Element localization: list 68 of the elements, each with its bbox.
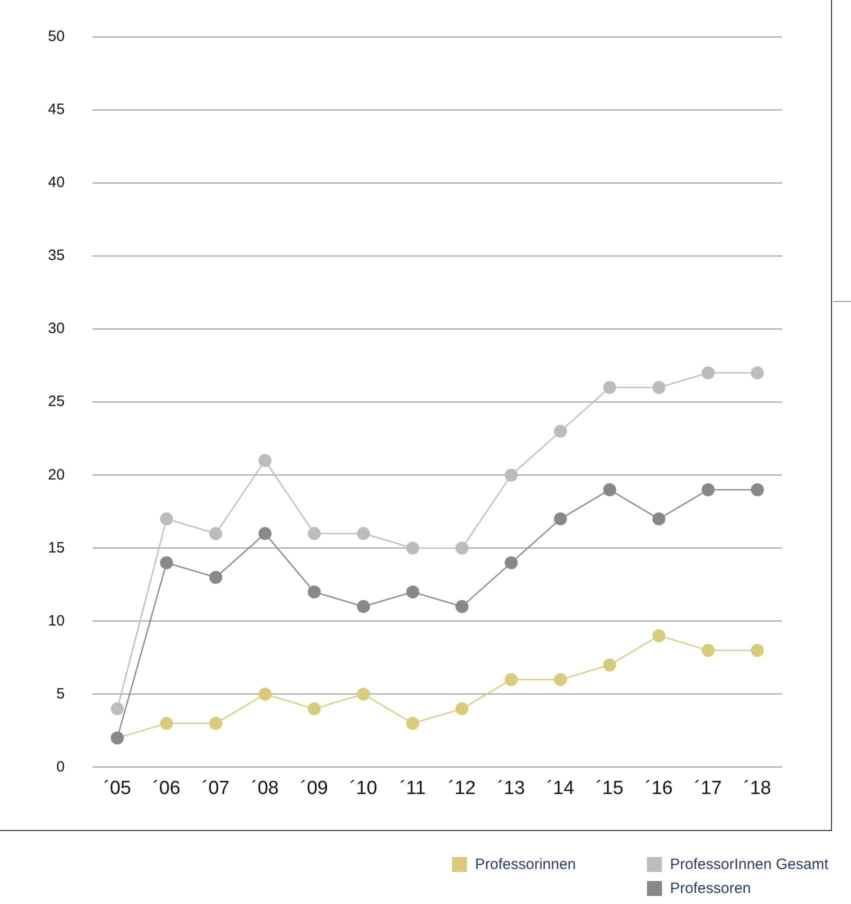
point bbox=[455, 542, 468, 555]
point bbox=[258, 688, 272, 701]
x-tick-label: ´14 bbox=[546, 778, 575, 799]
point bbox=[702, 483, 715, 496]
point bbox=[209, 527, 222, 540]
y-tick-label: 15 bbox=[48, 539, 65, 556]
x-tick-label: ´11 bbox=[400, 778, 426, 799]
point bbox=[504, 673, 518, 686]
x-tick-label: ´15 bbox=[596, 778, 624, 799]
x-tick-label: ´06 bbox=[152, 778, 180, 799]
point bbox=[258, 527, 272, 540]
point bbox=[110, 702, 124, 716]
legend-label: ProfessorInnen Gesamt bbox=[670, 856, 828, 872]
point bbox=[652, 512, 666, 526]
y-tick-label: 10 bbox=[48, 612, 65, 630]
x-tick-label: ´13 bbox=[497, 778, 525, 799]
point bbox=[603, 483, 616, 496]
point bbox=[750, 366, 764, 380]
y-tick-label: 30 bbox=[48, 320, 65, 338]
point bbox=[554, 673, 567, 686]
y-tick-label: 0 bbox=[56, 758, 65, 776]
y-tick-label: 20 bbox=[48, 466, 65, 484]
point bbox=[308, 585, 321, 598]
point bbox=[455, 702, 468, 716]
point bbox=[356, 600, 370, 614]
point bbox=[702, 644, 715, 657]
point bbox=[406, 716, 420, 730]
point bbox=[652, 380, 666, 394]
legend-label: Professoren bbox=[670, 880, 751, 896]
point bbox=[455, 600, 468, 614]
legend-label: Professorinnen bbox=[475, 856, 576, 872]
point bbox=[702, 366, 715, 380]
point bbox=[504, 556, 518, 570]
point bbox=[750, 483, 764, 496]
point bbox=[652, 629, 666, 642]
point bbox=[356, 527, 370, 540]
point bbox=[209, 570, 222, 584]
point bbox=[209, 716, 222, 730]
point bbox=[160, 512, 174, 526]
y-tick-label: 45 bbox=[48, 101, 65, 118]
x-tick-label: ´12 bbox=[448, 778, 476, 799]
x-tick-label: ´05 bbox=[104, 778, 132, 799]
point bbox=[308, 527, 321, 540]
x-tick-label: ´08 bbox=[251, 778, 279, 799]
point bbox=[356, 688, 370, 701]
y-tick-label: 40 bbox=[48, 174, 65, 192]
point bbox=[406, 542, 420, 555]
point bbox=[160, 556, 174, 570]
point bbox=[750, 644, 764, 657]
point bbox=[603, 380, 616, 394]
point bbox=[554, 424, 567, 438]
y-tick-label: 50 bbox=[48, 28, 65, 46]
x-tick-label: ´09 bbox=[300, 778, 328, 799]
y-tick-label: 25 bbox=[48, 393, 65, 410]
x-tick-label: ´18 bbox=[744, 778, 772, 799]
point bbox=[258, 454, 272, 468]
point bbox=[160, 716, 174, 730]
point bbox=[603, 658, 616, 672]
point bbox=[308, 702, 321, 716]
x-tick-label: ´16 bbox=[645, 778, 673, 799]
x-tick-label: ´07 bbox=[202, 778, 230, 799]
y-tick-label: 35 bbox=[48, 247, 65, 264]
point bbox=[504, 468, 518, 482]
x-tick-label: ´17 bbox=[694, 778, 722, 799]
x-tick-label: ´10 bbox=[350, 778, 378, 799]
point bbox=[554, 512, 567, 526]
point bbox=[406, 585, 420, 598]
y-tick-label: 5 bbox=[56, 685, 65, 702]
